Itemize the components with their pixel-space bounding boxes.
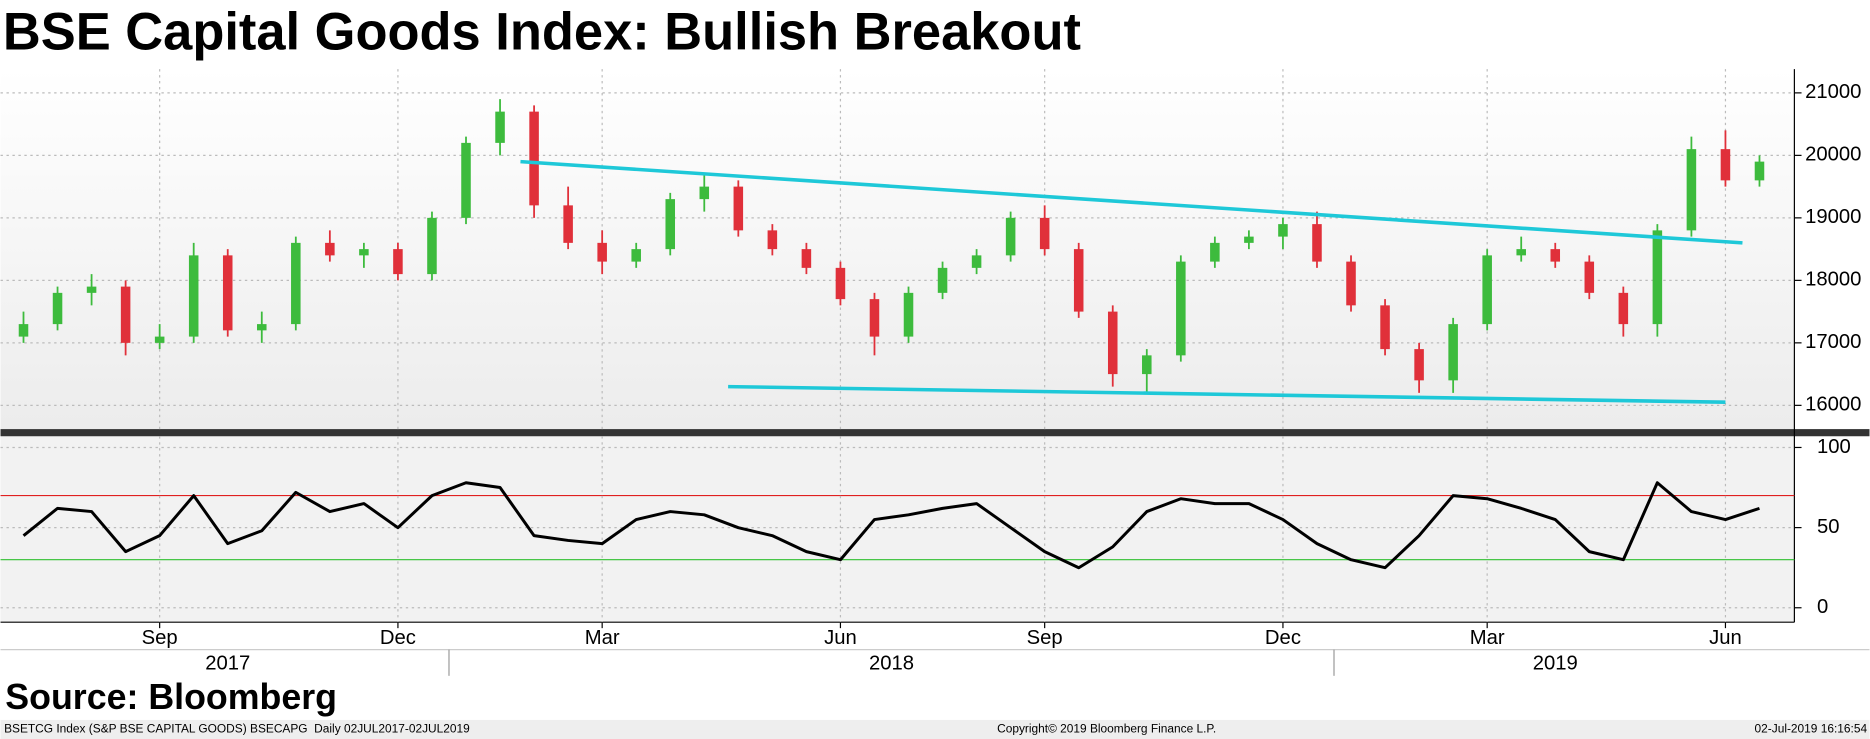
candle-body (1516, 249, 1526, 256)
candle-body (1142, 355, 1152, 375)
footer-right: 02-Jul-2019 16:16:54 (1755, 722, 1868, 736)
y-tick-label: 16000 (1805, 394, 1861, 416)
candle-body (1073, 249, 1084, 312)
candle-body (1652, 230, 1663, 325)
year-label: 2019 (1533, 652, 1578, 674)
candle-body (631, 249, 641, 262)
candle-body (903, 292, 914, 337)
panel-separator (0, 429, 1870, 437)
candle-body (1550, 249, 1561, 262)
y-tick-label: 17000 (1805, 331, 1861, 353)
y2-tick-label: 50 (1817, 516, 1840, 538)
candle-body (86, 286, 97, 293)
x-tick-label: Jun (1709, 627, 1742, 649)
candle-body (1584, 261, 1595, 293)
candle-body (1210, 242, 1220, 262)
source: Source: Bloomberg (5, 677, 337, 717)
price-panel (0, 69, 1795, 430)
candle-body (120, 286, 131, 343)
candle-body (937, 267, 948, 293)
candle-body (1176, 261, 1186, 356)
x-tick-label: Sep (142, 627, 178, 649)
candle-body (18, 324, 29, 337)
candle-body (154, 336, 165, 343)
x-tick-label: Jun (824, 627, 857, 649)
x-tick-label: Dec (1265, 627, 1301, 649)
candle-body (1686, 149, 1697, 231)
x-tick-label: Sep (1027, 627, 1063, 649)
candle-body (971, 255, 982, 268)
footer-left: BSETCG Index (S&P BSE CAPITAL GOODS) BSE… (4, 722, 470, 736)
candle-body (597, 242, 607, 262)
candle-body (1482, 255, 1492, 325)
trendline (520, 159, 1743, 245)
y-tick-label: 21000 (1805, 81, 1861, 103)
candle-body (1754, 161, 1765, 181)
candle-body (257, 324, 267, 331)
candle-body (529, 111, 539, 206)
candle-body (1414, 349, 1424, 381)
candle-body (869, 299, 880, 337)
candle-body (427, 217, 437, 275)
chart-title: BSE Capital Goods Index: Bullish Breakou… (3, 4, 1081, 62)
candle-body (222, 255, 233, 331)
x-tick-label: Mar (585, 627, 620, 649)
candle-body (291, 242, 301, 325)
candle-body (188, 255, 199, 337)
candle-body (1005, 217, 1016, 256)
footer-center: Copyright© 2019 Bloomberg Finance L.P. (997, 722, 1216, 736)
candle-body (1618, 292, 1629, 325)
candle-body (393, 249, 403, 275)
candle-body (1107, 311, 1118, 375)
rsi-panel (0, 436, 1795, 623)
candle-body (461, 142, 471, 218)
candle-body (52, 292, 63, 325)
candle-body (1039, 217, 1050, 250)
candle-body (563, 205, 573, 243)
candle-body (767, 230, 778, 250)
candle-body (1380, 305, 1390, 350)
y2-tick-label: 100 (1817, 436, 1851, 458)
candle-body (1346, 261, 1356, 306)
year-label: 2018 (869, 652, 914, 674)
candle-body (1312, 224, 1322, 262)
y2-tick-label: 0 (1817, 596, 1828, 618)
year-label: 2017 (205, 652, 250, 674)
candle-body (835, 267, 846, 300)
x-tick-label: Dec (380, 627, 416, 649)
candle-body (665, 199, 676, 250)
rsi-line (22, 481, 1760, 570)
candle-body (325, 242, 335, 256)
candle-body (359, 249, 369, 256)
x-tick-label: Mar (1470, 627, 1505, 649)
y-tick-label: 20000 (1805, 144, 1861, 166)
candle-body (1720, 149, 1731, 181)
footer-bar (0, 719, 1870, 739)
candle-body (495, 111, 505, 143)
candle-body (733, 186, 744, 231)
y-tick-label: 18000 (1805, 269, 1861, 291)
candle-body (1448, 324, 1458, 381)
y-tick-label: 19000 (1805, 206, 1861, 228)
candle-body (1278, 224, 1288, 237)
trendline (728, 384, 1726, 405)
candle-body (699, 186, 710, 200)
candle-body (801, 249, 812, 268)
candle-body (1244, 236, 1254, 243)
